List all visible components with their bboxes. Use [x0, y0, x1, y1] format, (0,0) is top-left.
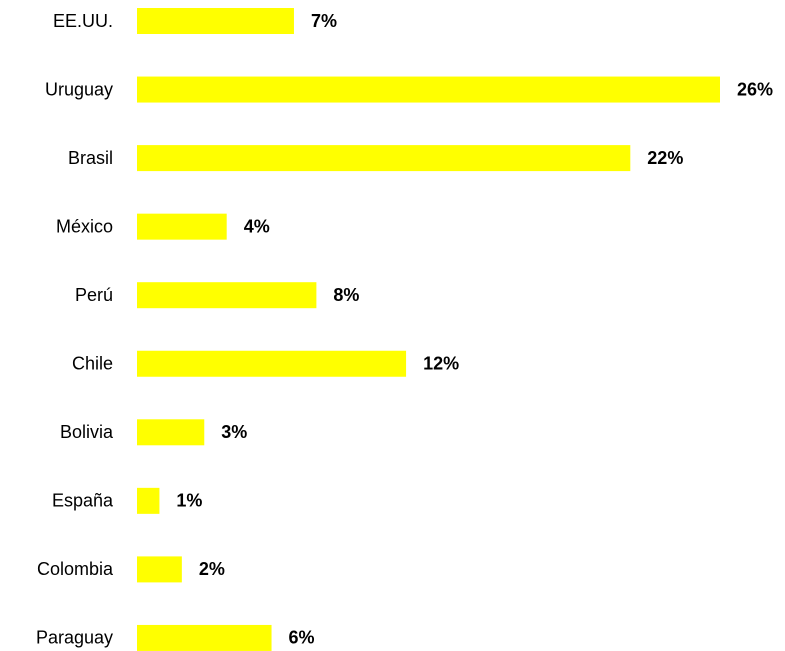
data-label: 7%: [311, 11, 337, 31]
category-label: Uruguay: [45, 79, 113, 99]
data-label: 6%: [289, 628, 315, 648]
data-label: 26%: [737, 79, 773, 99]
data-label: 1%: [176, 491, 202, 511]
bar: [137, 487, 160, 514]
data-label: 8%: [333, 285, 359, 305]
bar: [137, 145, 631, 172]
category-label: EE.UU.: [53, 11, 113, 31]
category-label: Chile: [72, 354, 113, 374]
category-label: Colombia: [37, 559, 114, 579]
bar: [137, 350, 407, 377]
data-label: 12%: [423, 354, 459, 374]
bar: [137, 419, 205, 446]
bar: [137, 556, 182, 583]
data-label: 3%: [221, 422, 247, 442]
data-label: 2%: [199, 559, 225, 579]
bar: [137, 624, 272, 651]
category-label: España: [52, 491, 114, 511]
category-label: Bolivia: [60, 422, 114, 442]
bar: [137, 8, 294, 34]
category-label: Brasil: [68, 148, 113, 168]
category-label: Perú: [75, 285, 113, 305]
data-label: 22%: [647, 148, 683, 168]
category-label: México: [56, 216, 113, 236]
bar: [137, 213, 227, 240]
category-label: Paraguay: [36, 628, 113, 648]
data-label: 4%: [244, 216, 270, 236]
bar: [137, 76, 720, 103]
bar: [137, 282, 317, 309]
